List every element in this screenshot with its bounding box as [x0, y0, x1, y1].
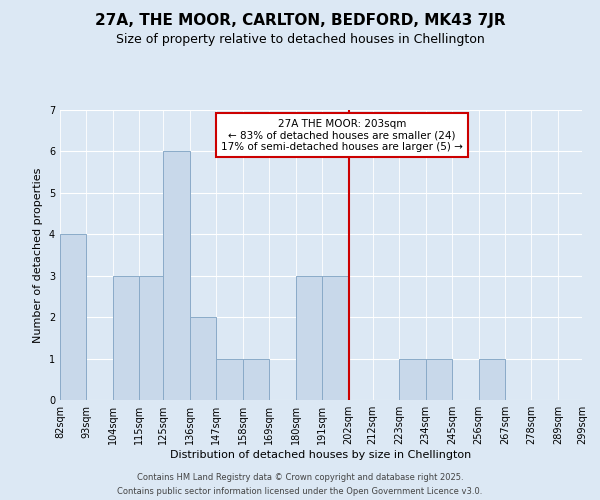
Bar — [190, 317, 217, 400]
Bar — [399, 358, 425, 400]
Text: Size of property relative to detached houses in Chellington: Size of property relative to detached ho… — [116, 32, 484, 46]
Bar — [113, 276, 139, 400]
Bar — [139, 276, 163, 400]
Bar — [425, 358, 452, 400]
Text: 27A THE MOOR: 203sqm
← 83% of detached houses are smaller (24)
17% of semi-detac: 27A THE MOOR: 203sqm ← 83% of detached h… — [221, 118, 463, 152]
Bar — [322, 276, 349, 400]
Bar — [163, 152, 190, 400]
Bar — [479, 358, 505, 400]
Text: 27A, THE MOOR, CARLTON, BEDFORD, MK43 7JR: 27A, THE MOOR, CARLTON, BEDFORD, MK43 7J… — [95, 12, 505, 28]
Bar — [296, 276, 322, 400]
Y-axis label: Number of detached properties: Number of detached properties — [34, 168, 43, 342]
Text: Contains HM Land Registry data © Crown copyright and database right 2025.: Contains HM Land Registry data © Crown c… — [137, 473, 463, 482]
Bar — [243, 358, 269, 400]
X-axis label: Distribution of detached houses by size in Chellington: Distribution of detached houses by size … — [170, 450, 472, 460]
Bar — [60, 234, 86, 400]
Bar — [217, 358, 243, 400]
Text: Contains public sector information licensed under the Open Government Licence v3: Contains public sector information licen… — [118, 486, 482, 496]
